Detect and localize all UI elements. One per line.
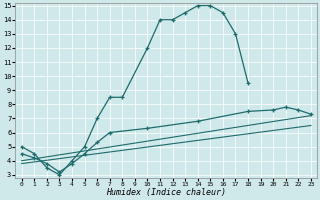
X-axis label: Humidex (Indice chaleur): Humidex (Indice chaleur) — [106, 188, 226, 197]
